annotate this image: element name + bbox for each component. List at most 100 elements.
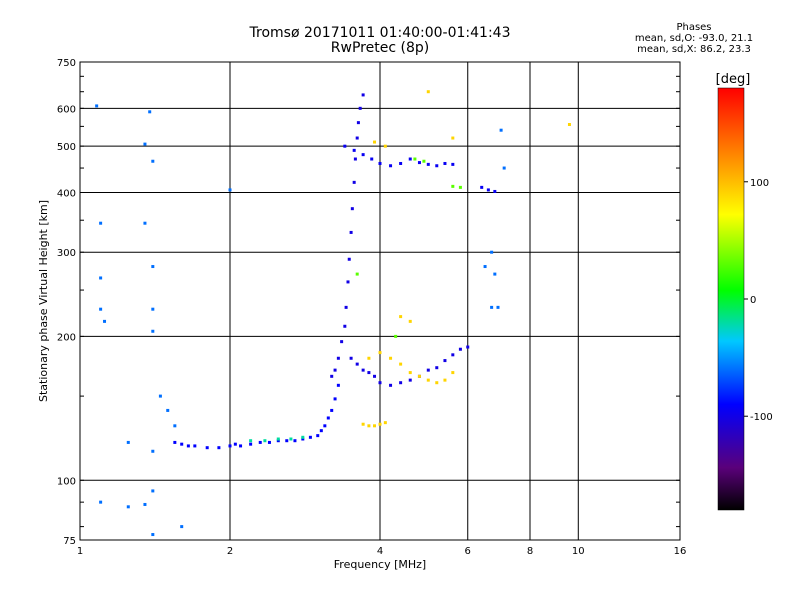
- data-point: [378, 422, 382, 426]
- data-point: [408, 157, 412, 161]
- data-point: [373, 140, 377, 144]
- data-point: [493, 189, 497, 193]
- data-point: [249, 439, 253, 443]
- data-point: [353, 157, 357, 161]
- data-point: [173, 440, 177, 444]
- data-point: [370, 157, 374, 161]
- data-point: [367, 424, 371, 428]
- data-point: [99, 221, 103, 225]
- data-point: [399, 315, 403, 319]
- data-point: [180, 442, 184, 446]
- x-tick-label: 2: [227, 546, 233, 557]
- data-point: [361, 93, 365, 97]
- y-tick-label: 100: [57, 476, 76, 487]
- y-tick-label: 600: [57, 104, 76, 115]
- data-point: [435, 366, 439, 370]
- data-point: [228, 444, 232, 448]
- data-point: [567, 123, 571, 127]
- data-point: [355, 272, 359, 276]
- x-tick-label: 6: [465, 546, 471, 557]
- chart-title: Tromsø 20171011 01:40:00-01:41:43: [249, 25, 511, 41]
- data-point: [367, 371, 371, 375]
- colorbar: [717, 87, 745, 511]
- data-point: [166, 408, 170, 412]
- data-point: [399, 161, 403, 165]
- data-point: [151, 329, 155, 333]
- data-point: [95, 104, 99, 108]
- data-point: [378, 161, 382, 165]
- x-tick-label: 10: [572, 546, 585, 557]
- data-point: [326, 416, 330, 420]
- data-point: [343, 144, 347, 148]
- data-point: [276, 437, 280, 441]
- data-point: [151, 449, 155, 453]
- chart-subtitle: RwPretec (8p): [330, 40, 430, 56]
- colorbar-tick-label: 100: [750, 178, 769, 189]
- y-tick-label: 500: [57, 142, 76, 153]
- data-point: [343, 324, 347, 328]
- data-point: [466, 345, 470, 349]
- data-point: [205, 446, 209, 450]
- data-point: [336, 356, 340, 360]
- stats-line-x: mean, sd,X: 86.2, 23.3: [637, 44, 751, 55]
- data-point: [289, 437, 293, 441]
- data-point: [349, 356, 353, 360]
- y-tick-label: 300: [57, 248, 76, 259]
- data-point: [378, 351, 382, 355]
- data-point: [333, 368, 337, 372]
- y-tick-label: 200: [57, 332, 76, 343]
- data-point: [483, 265, 487, 269]
- plot-frame: [79, 61, 681, 541]
- data-point: [103, 319, 107, 323]
- stats-line-o: mean, sd,O: -93.0, 21.1: [634, 33, 754, 44]
- data-point: [367, 356, 371, 360]
- data-point: [293, 439, 297, 443]
- data-point: [151, 265, 155, 269]
- data-point: [443, 378, 447, 382]
- data-point: [319, 429, 323, 433]
- data-point: [458, 347, 462, 351]
- data-point: [276, 439, 280, 443]
- data-point: [316, 434, 320, 438]
- data-point: [373, 424, 377, 428]
- data-point: [258, 440, 262, 444]
- data-point: [126, 505, 130, 509]
- data-point: [480, 185, 484, 189]
- data-point: [399, 362, 403, 366]
- data-point: [408, 319, 412, 323]
- x-tick-label: 1: [77, 546, 83, 557]
- data-point: [158, 394, 162, 398]
- data-point: [426, 368, 430, 372]
- data-point: [490, 250, 494, 254]
- data-point: [346, 280, 350, 284]
- data-point: [413, 157, 417, 161]
- data-point: [356, 121, 360, 125]
- data-point: [151, 489, 155, 493]
- data-point: [350, 207, 354, 211]
- data-point: [344, 305, 348, 309]
- data-point: [99, 500, 103, 504]
- data-point: [308, 435, 312, 439]
- data-point: [186, 444, 190, 448]
- data-point: [451, 353, 455, 357]
- data-point: [417, 374, 421, 378]
- x-tick-label: 4: [377, 546, 383, 557]
- data-point: [173, 424, 177, 428]
- data-point: [373, 374, 377, 378]
- data-point: [399, 381, 403, 385]
- data-point: [249, 442, 253, 446]
- data-point: [143, 142, 147, 146]
- data-point: [336, 383, 340, 387]
- data-point: [451, 162, 455, 166]
- data-point: [99, 276, 103, 280]
- data-point: [340, 340, 344, 344]
- data-point: [228, 188, 232, 192]
- data-point: [451, 136, 455, 140]
- data-point: [443, 359, 447, 363]
- data-point: [389, 383, 393, 387]
- data-point: [301, 437, 305, 441]
- data-point: [361, 153, 365, 157]
- data-point: [301, 435, 305, 439]
- data-point: [151, 533, 155, 537]
- data-point: [458, 185, 462, 189]
